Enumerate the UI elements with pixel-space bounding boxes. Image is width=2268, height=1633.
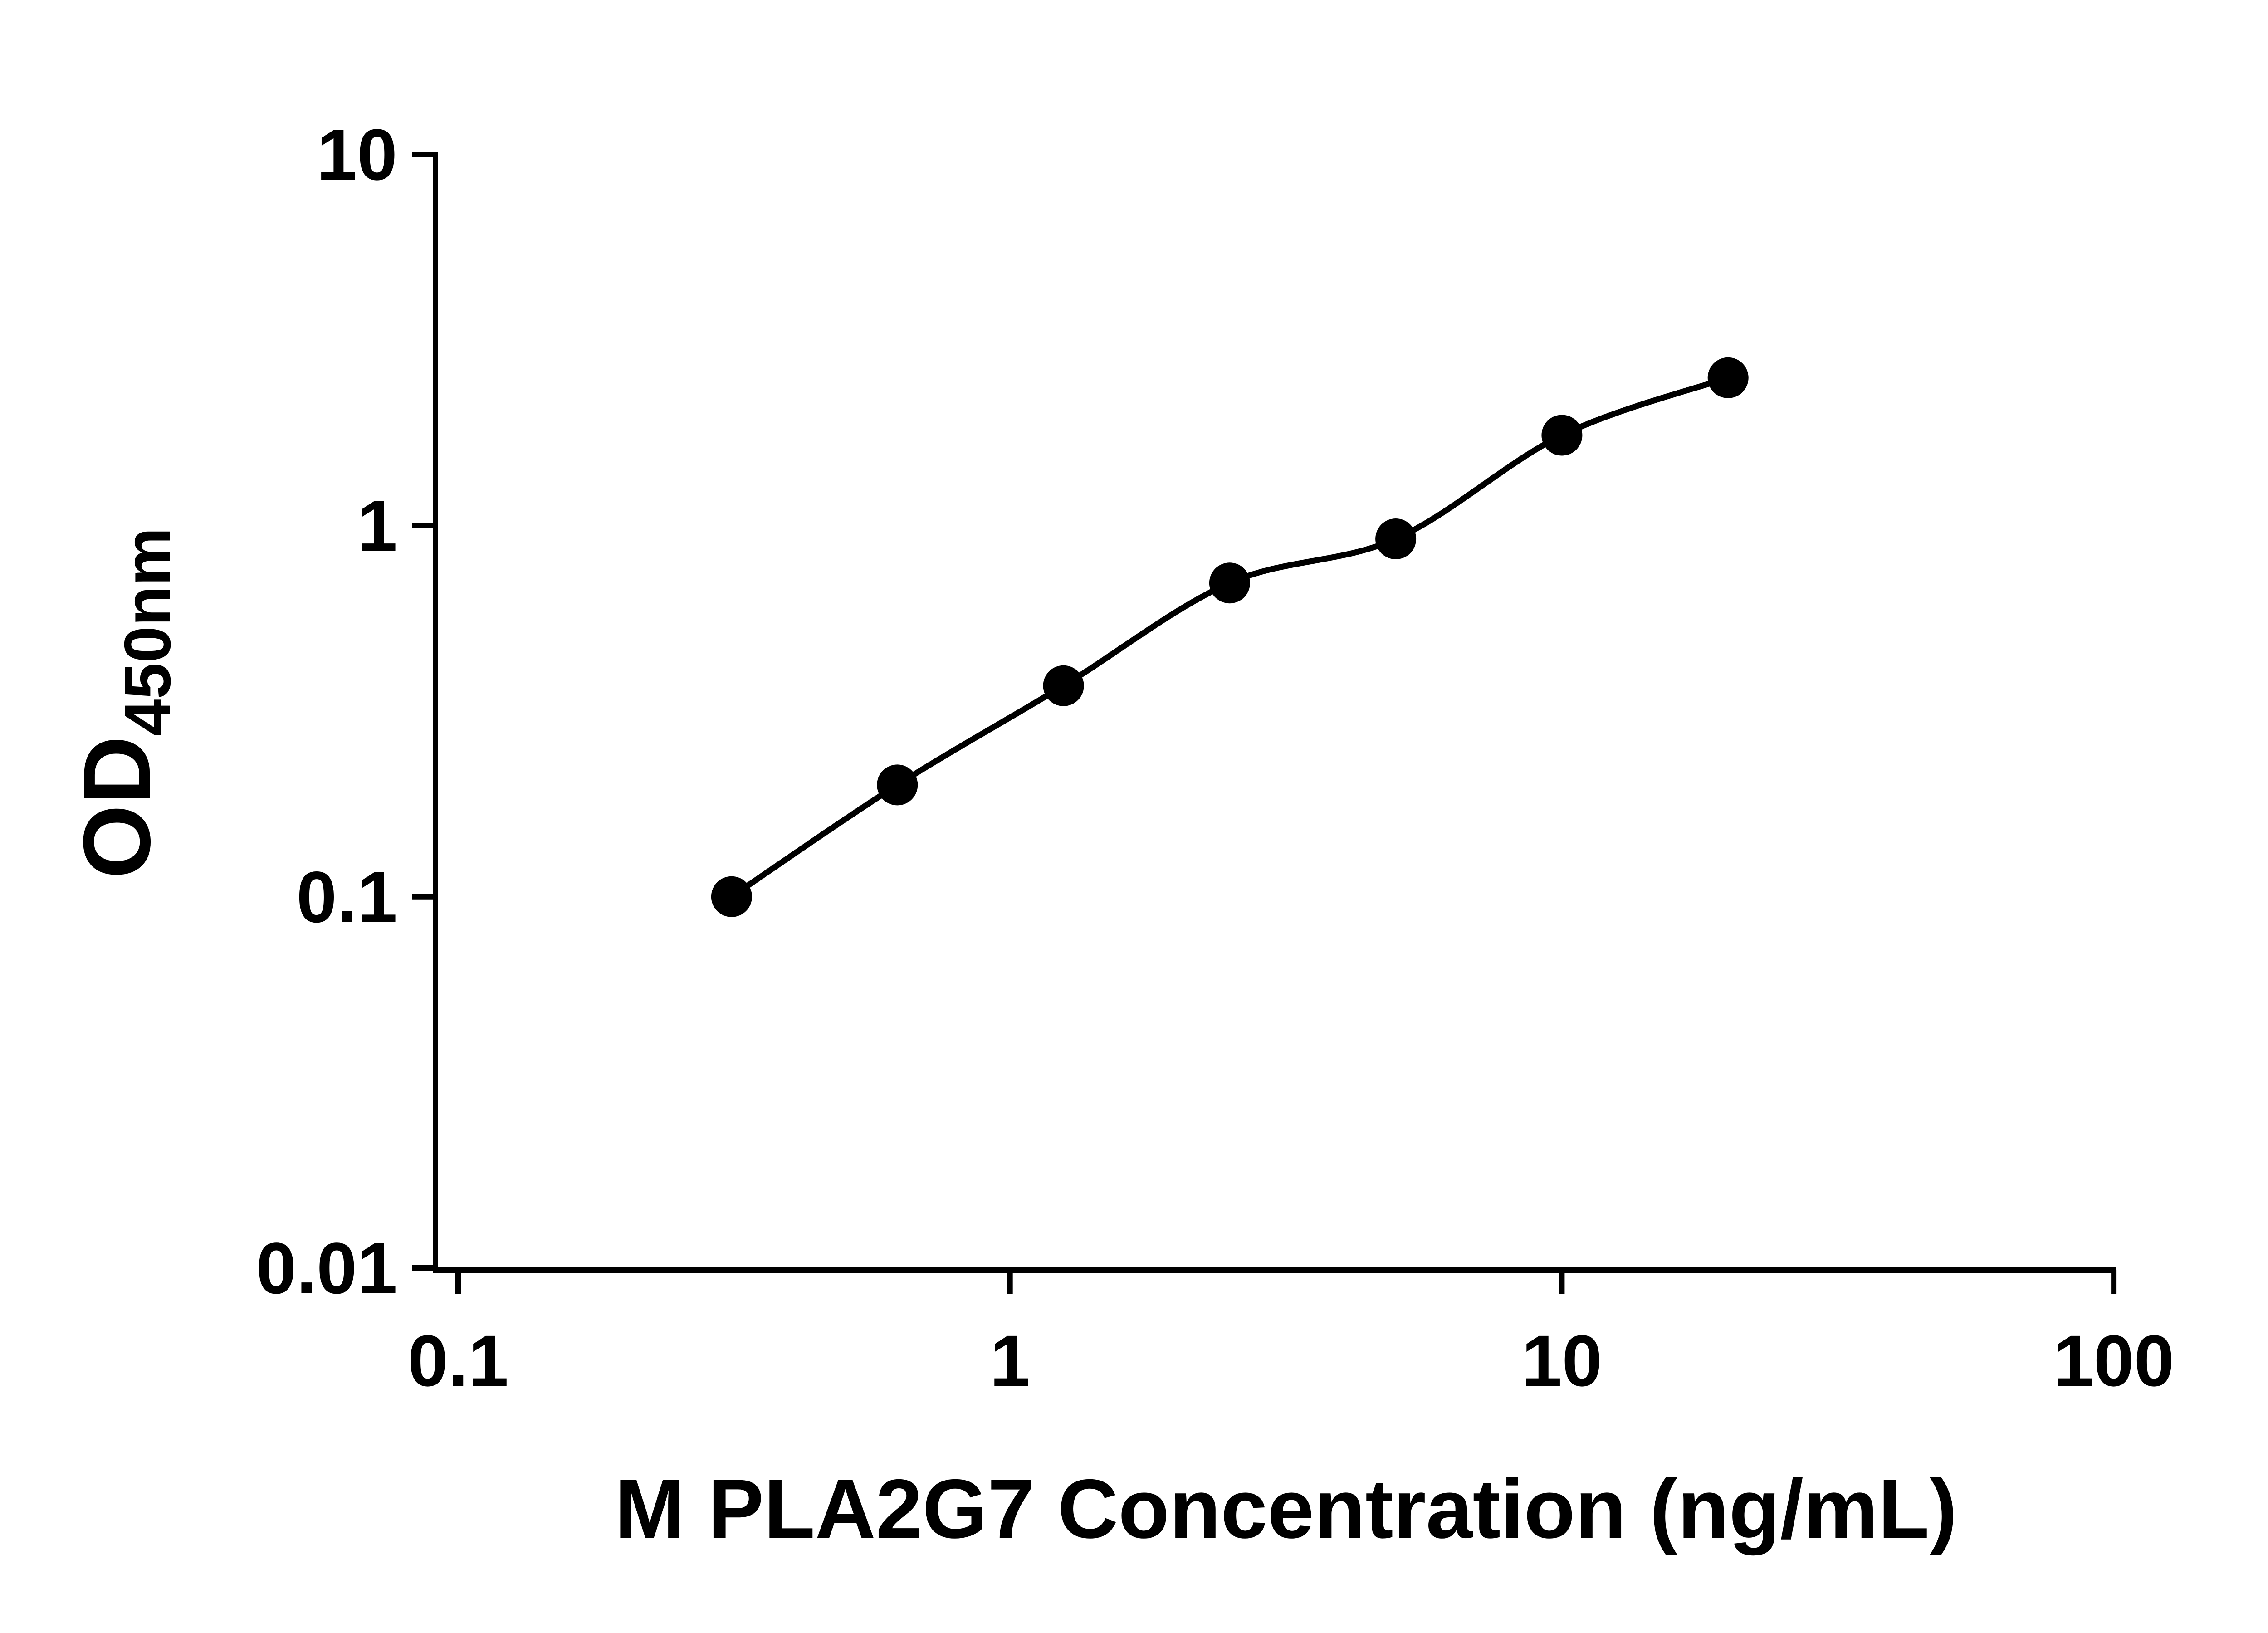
x-tick-label: 1 [990, 1320, 1030, 1401]
y-axis-title-main: OD [64, 736, 170, 879]
y-axis-title-subscript: 450nm [111, 528, 184, 736]
data-point [1541, 415, 1583, 456]
x-tick-label: 100 [2053, 1320, 2175, 1401]
data-point [1375, 518, 1417, 559]
y-tick-label: 1 [357, 485, 397, 566]
data-point [711, 876, 752, 917]
x-tick-label: 10 [1521, 1320, 1602, 1401]
data-point [1209, 562, 1250, 604]
data-point [1043, 665, 1084, 706]
y-tick-label: 0.1 [297, 856, 397, 938]
y-tick-label: 0.01 [256, 1227, 397, 1309]
data-point [1707, 357, 1749, 398]
x-tick-label: 0.1 [408, 1320, 508, 1401]
data-point [877, 764, 918, 806]
y-tick-label: 10 [317, 114, 397, 195]
y-axis-title: OD450nm [64, 528, 184, 879]
x-axis-title: M PLA2G7 Concentration (ng/mL) [615, 1462, 1957, 1556]
